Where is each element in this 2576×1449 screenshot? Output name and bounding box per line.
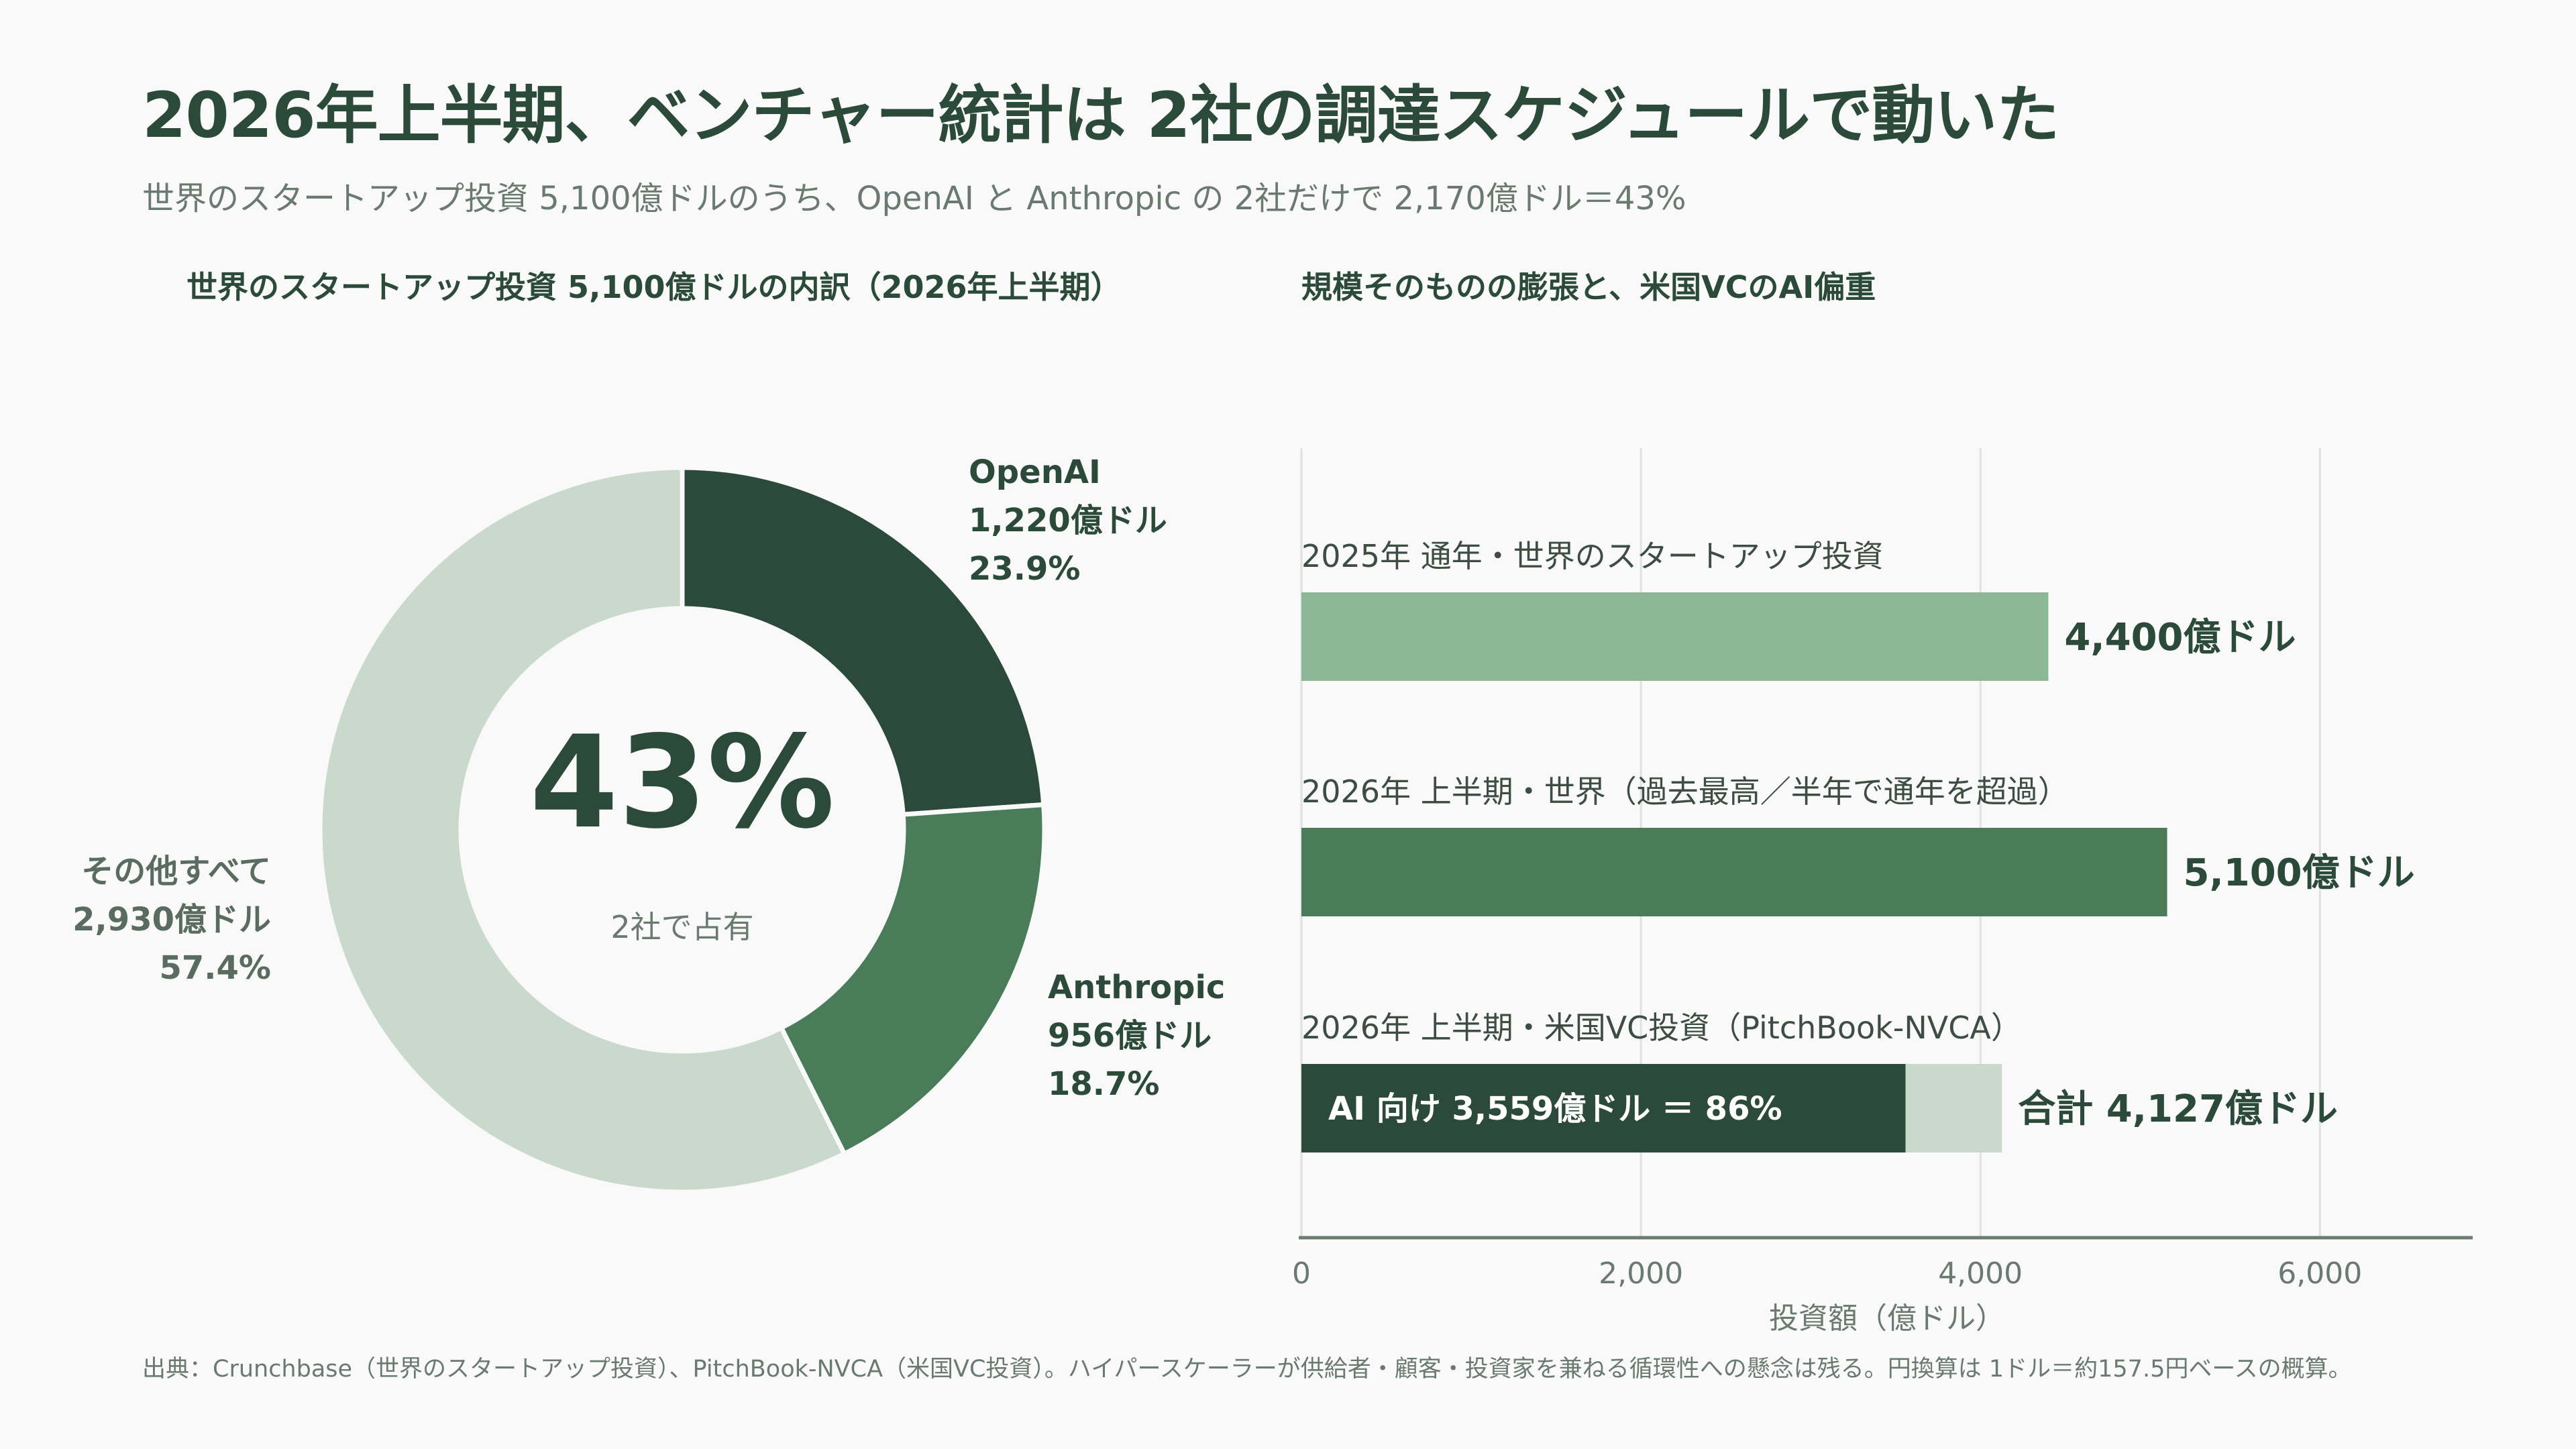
center-percentage: 43% (530, 708, 835, 857)
donut-slice-2 (317, 465, 848, 1195)
page-title: 2026年上半期、ベンチャー統計は 2社の調達スケジュールで動いた (142, 79, 2059, 152)
slice-label-1-0: Anthropic (1048, 969, 1225, 1006)
donut-slices (317, 465, 1047, 1195)
bar-category-label-1: 2026年 上半期・世界（過去最高／半年で通年を超過） (1301, 773, 2069, 810)
source-note: 出典：Crunchbase（世界のスタートアップ投資）、PitchBook-NV… (142, 1356, 2352, 1383)
slice-label-0-2: 23.9% (969, 550, 1081, 588)
x-tick-label-2: 4,000 (1938, 1256, 2023, 1291)
slice-label-2-1: 2,930億ドル (72, 901, 271, 938)
bar-chart-title: 規模そのものの膨張と、米国VCのAI偏重 (1301, 269, 1876, 305)
bar-category-label-2: 2026年 上半期・米国VC投資（PitchBook-NVCA） (1301, 1010, 2022, 1046)
x-tick-label-3: 6,000 (2277, 1256, 2362, 1291)
bar-1 (1301, 828, 2167, 916)
donut-slice-0 (680, 465, 1046, 817)
slice-label-1-2: 18.7% (1048, 1065, 1160, 1103)
center-caption: 2社で占有 (610, 909, 753, 945)
slice-label-0-1: 1,220億ドル (969, 502, 1167, 539)
bar-value-label-1: 5,100億ドル (2184, 851, 2415, 895)
donut-labels: OpenAI 1,220億ドル 23.9% Anthropic 956億ドル 18.7% そ… (72, 453, 1225, 1103)
bar-value-label-2: 合計 4,127億ドル (2018, 1087, 2338, 1131)
bar-marks: 2025年 通年・世界のスタートアップ投資 4,400億ドル 2026年 上半期・世… (1301, 538, 2415, 1152)
x-axis-title: 投資額（億ドル） (1769, 1301, 2005, 1336)
donut-slice-1 (777, 802, 1047, 1157)
bar-value-label-0: 4,400億ドル (2064, 616, 2296, 659)
x-tick-label-0: 0 (1292, 1256, 1311, 1291)
slice-label-2-0: その他すべて (81, 853, 271, 890)
bar-category-label-0: 2025年 通年・世界のスタートアップ投資 (1301, 538, 1884, 574)
slice-label-2-2: 57.4% (159, 949, 271, 987)
bar-segment-0 (1301, 1064, 1906, 1152)
x-tick-label-1: 2,000 (1599, 1256, 1683, 1291)
bar-chart: 2025年 通年・世界のスタートアップ投資 4,400億ドル 2026年 上半期・世… (1292, 448, 2473, 1336)
slice-label-0-0: OpenAI (969, 453, 1101, 491)
bar-segment-label-0: AI 向け 3,559億ドル ＝ 86% (1328, 1090, 1782, 1128)
page-subtitle: 世界のスタートアップ投資 5,100億ドルのうち、OpenAI と Anthro… (142, 180, 1686, 217)
donut-chart: OpenAI 1,220億ドル 23.9% Anthropic 956億ドル 18.7% そ… (72, 453, 1225, 1195)
bar-segment-1 (1905, 1064, 2002, 1152)
bar-0 (1301, 592, 2049, 681)
donut-chart-title: 世界のスタートアップ投資 5,100億ドルの内訳（2026年上半期） (186, 269, 1122, 305)
slice-label-1-1: 956億ドル (1048, 1017, 1212, 1055)
bar-axis: 0 2,000 4,000 6,000 投資額（億ドル） (1292, 1236, 2473, 1336)
